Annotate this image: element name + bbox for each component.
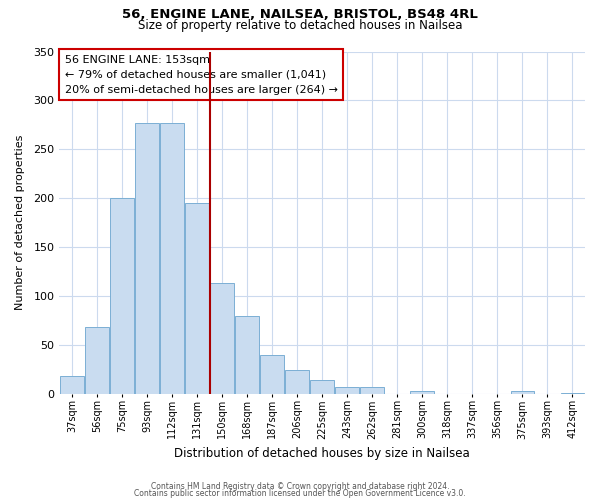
Text: 56 ENGINE LANE: 153sqm
← 79% of detached houses are smaller (1,041)
20% of semi-: 56 ENGINE LANE: 153sqm ← 79% of detached…	[65, 55, 338, 94]
Bar	[160, 123, 184, 394]
Bar	[185, 203, 209, 394]
Bar	[210, 283, 234, 394]
Bar	[110, 198, 134, 394]
Text: 56, ENGINE LANE, NAILSEA, BRISTOL, BS48 4RL: 56, ENGINE LANE, NAILSEA, BRISTOL, BS48 …	[122, 8, 478, 20]
Bar	[335, 387, 359, 394]
Bar	[235, 316, 259, 394]
Bar	[135, 123, 159, 394]
Bar	[511, 390, 535, 394]
Text: Size of property relative to detached houses in Nailsea: Size of property relative to detached ho…	[138, 18, 462, 32]
Bar	[60, 376, 84, 394]
Y-axis label: Number of detached properties: Number of detached properties	[15, 135, 25, 310]
Text: Contains public sector information licensed under the Open Government Licence v3: Contains public sector information licen…	[134, 488, 466, 498]
Bar	[310, 380, 334, 394]
X-axis label: Distribution of detached houses by size in Nailsea: Distribution of detached houses by size …	[174, 447, 470, 460]
Bar	[260, 354, 284, 394]
Bar	[85, 327, 109, 394]
Bar	[410, 390, 434, 394]
Text: Contains HM Land Registry data © Crown copyright and database right 2024.: Contains HM Land Registry data © Crown c…	[151, 482, 449, 491]
Bar	[560, 392, 584, 394]
Bar	[361, 387, 384, 394]
Bar	[285, 370, 309, 394]
